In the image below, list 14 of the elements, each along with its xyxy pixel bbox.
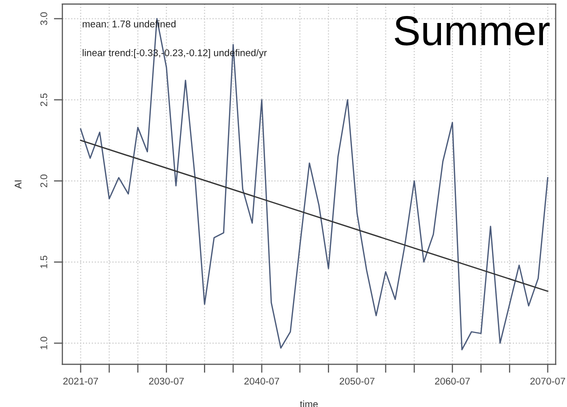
y-tick-label: 2.0 <box>40 174 48 188</box>
x-tick-label: 2050-07 <box>340 378 374 385</box>
x-tick-label: 2030-07 <box>149 378 184 385</box>
y-tick-label: 3.0 <box>40 12 48 26</box>
annotation: Summer <box>394 16 550 46</box>
line-series <box>80 18 548 350</box>
y-tick-label: 2.5 <box>40 93 48 106</box>
x-tick-label: 2040-07 <box>244 378 280 385</box>
x-tick-label: 2021-07 <box>63 378 98 385</box>
y-axis-title: AI <box>14 180 22 189</box>
x-tick-label: 2070-07 <box>530 378 566 385</box>
y-tick-label: 1.0 <box>40 336 48 350</box>
x-tick-label: 2060-07 <box>435 378 470 385</box>
y-tick-label: 1.5 <box>40 256 48 268</box>
